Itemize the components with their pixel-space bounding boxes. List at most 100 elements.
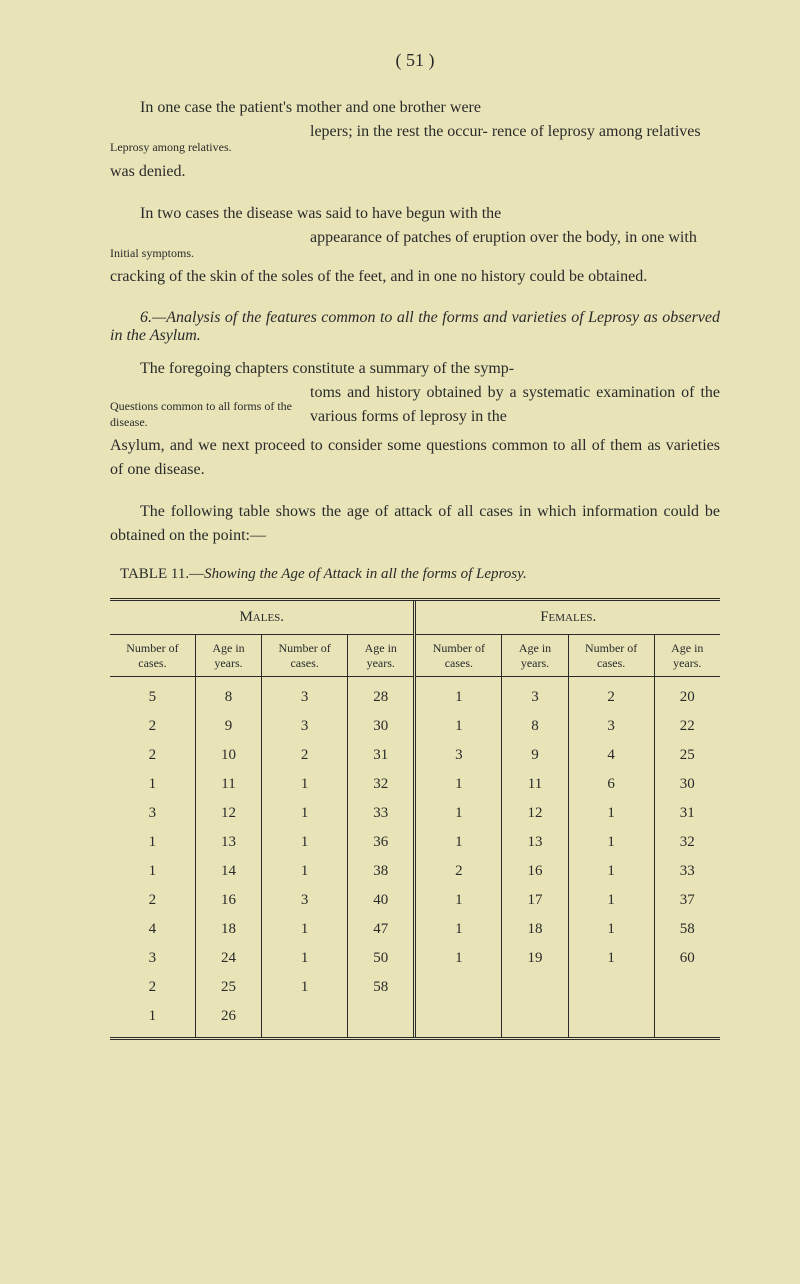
table-col-header-row: Number of cases. Age in years. Number of… — [110, 635, 720, 677]
table-cell: 9 — [195, 712, 261, 741]
col-header-3: Age in years. — [348, 635, 415, 677]
table-cell: 1 — [262, 799, 348, 828]
table-cell: 3 — [262, 677, 348, 713]
table-cell: 1 — [568, 944, 654, 973]
table-cell: 36 — [348, 828, 415, 857]
para3-right3: various forms of leprosy in the — [310, 408, 507, 425]
table-cell: 1 — [568, 799, 654, 828]
para3-last: Asylum, and we next proceed to consider … — [110, 434, 720, 482]
table-cell: 9 — [502, 741, 568, 770]
table-cell: 6 — [568, 770, 654, 799]
table-cell — [502, 1002, 568, 1037]
table-cell: 60 — [654, 944, 720, 973]
table-cell: 1 — [415, 799, 502, 828]
table-row: 21023139425 — [110, 741, 720, 770]
table-cell: 1 — [415, 944, 502, 973]
table-cell: 50 — [348, 944, 415, 973]
para3-right: toms and history obtained by a systemati… — [310, 381, 720, 430]
table-cell: 28 — [348, 677, 415, 713]
table-cell — [654, 1002, 720, 1037]
table-cell: 1 — [568, 886, 654, 915]
table-cell: 17 — [502, 886, 568, 915]
col-header-2: Number of cases. — [262, 635, 348, 677]
page-number: ( 51 ) — [110, 50, 720, 71]
table-cell: 2 — [110, 973, 195, 1002]
table-cell: 12 — [195, 799, 261, 828]
para2-right2: over the body, in one with — [530, 229, 697, 246]
table-cell — [568, 973, 654, 1002]
table-cell: 1 — [262, 770, 348, 799]
para1-line1: In one case the patient's mother and one… — [110, 96, 720, 120]
table-cell: 1 — [110, 857, 195, 886]
table-cell: 3 — [502, 677, 568, 713]
margin-note-symptoms: Initial symptoms. — [110, 226, 310, 262]
table-row: 312133112131 — [110, 799, 720, 828]
table-cell: 1 — [415, 677, 502, 713]
table-cell — [415, 973, 502, 1002]
paragraph-1: In one case the patient's mother and one… — [110, 96, 720, 184]
table-cell — [262, 1002, 348, 1037]
table-cell: 25 — [654, 741, 720, 770]
table-body: 5832813220293301832221023139425111132111… — [110, 677, 720, 1038]
table-cell: 4 — [110, 915, 195, 944]
table-cell: 30 — [348, 712, 415, 741]
table-cell — [502, 973, 568, 1002]
table-cell: 11 — [502, 770, 568, 799]
paragraph-2: In two cases the disease was said to hav… — [110, 202, 720, 290]
table-cell: 2 — [110, 741, 195, 770]
table-caption-text: TABLE 11.—Showing the Age of Attack in a… — [120, 566, 527, 582]
col-header-5: Age in years. — [502, 635, 568, 677]
table-cell: 37 — [654, 886, 720, 915]
para1-right2: rence of leprosy among relatives — [492, 123, 701, 140]
table-cell: 3 — [415, 741, 502, 770]
paragraph-4: The following table shows the age of att… — [110, 500, 720, 548]
table-cell: 38 — [348, 857, 415, 886]
table-row: 113136113132 — [110, 828, 720, 857]
table-cell: 16 — [195, 886, 261, 915]
table-cell: 1 — [415, 828, 502, 857]
table-cell: 1 — [262, 915, 348, 944]
table-cell — [654, 973, 720, 1002]
table-cell: 33 — [348, 799, 415, 828]
table-cell: 1 — [262, 944, 348, 973]
table-cell: 2 — [110, 886, 195, 915]
table-cell: 16 — [502, 857, 568, 886]
table-cell: 1 — [110, 1002, 195, 1037]
table-cell: 2 — [568, 677, 654, 713]
col-header-1: Age in years. — [195, 635, 261, 677]
table-cell: 58 — [654, 915, 720, 944]
table-row: 225158 — [110, 973, 720, 1002]
table-cell: 47 — [348, 915, 415, 944]
table-cell: 1 — [262, 828, 348, 857]
table-cell: 26 — [195, 1002, 261, 1037]
table-cell: 18 — [502, 915, 568, 944]
col-header-7: Age in years. — [654, 635, 720, 677]
table-row: 418147118158 — [110, 915, 720, 944]
para3-right1: toms and history obtained by a — [310, 384, 517, 401]
table-cell: 1 — [262, 973, 348, 1002]
table-cell: 3 — [262, 712, 348, 741]
col-header-4: Number of cases. — [415, 635, 502, 677]
table-cell: 40 — [348, 886, 415, 915]
table-cell: 11 — [195, 770, 261, 799]
table-cell — [568, 1002, 654, 1037]
table-caption: TABLE 11.—Showing the Age of Attack in a… — [110, 566, 720, 583]
table-cell: 31 — [654, 799, 720, 828]
para2-right: appearance of patches of eruption over t… — [310, 226, 720, 262]
table-group-header-row: Males. Females. — [110, 601, 720, 635]
table-row: 5832813220 — [110, 677, 720, 713]
table-cell: 32 — [654, 828, 720, 857]
table-cell: 20 — [654, 677, 720, 713]
table-cell: 14 — [195, 857, 261, 886]
table-cell: 8 — [195, 677, 261, 713]
margin-note-questions: Questions common to all forms of the dis… — [110, 381, 310, 430]
table-cell: 33 — [654, 857, 720, 886]
section-6-title: 6.—Analysis of the features common to al… — [110, 309, 720, 345]
paragraph-3: The foregoing chapters constitute a summ… — [110, 357, 720, 482]
table-cell: 1 — [110, 770, 195, 799]
table-cell: 12 — [502, 799, 568, 828]
table-cell: 13 — [195, 828, 261, 857]
table-row: 111132111630 — [110, 770, 720, 799]
table-row: 126 — [110, 1002, 720, 1037]
table-cell: 30 — [654, 770, 720, 799]
